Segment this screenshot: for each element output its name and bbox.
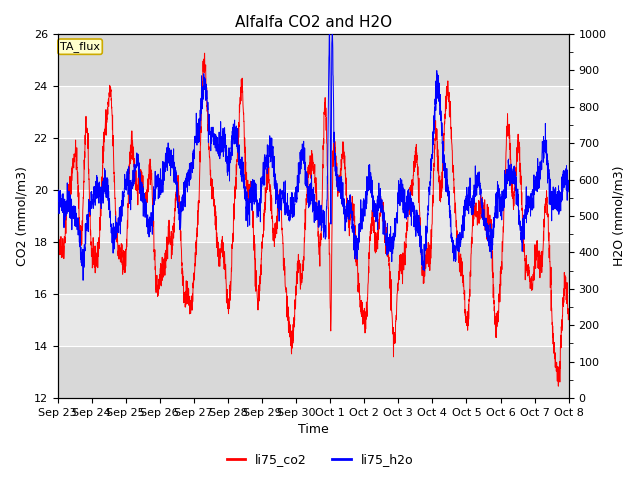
Bar [58,34,569,86]
Bar [58,294,569,346]
Title: Alfalfa CO2 and H2O: Alfalfa CO2 and H2O [235,15,392,30]
Y-axis label: CO2 (mmol/m3): CO2 (mmol/m3) [15,166,28,266]
Text: TA_flux: TA_flux [60,41,100,52]
Bar [58,346,569,398]
X-axis label: Time: Time [298,423,328,436]
Legend: li75_co2, li75_h2o: li75_co2, li75_h2o [221,448,419,471]
Bar [58,138,569,190]
Y-axis label: H2O (mmol/m3): H2O (mmol/m3) [612,166,625,266]
Bar [58,190,569,242]
Bar [58,86,569,138]
Bar [58,242,569,294]
